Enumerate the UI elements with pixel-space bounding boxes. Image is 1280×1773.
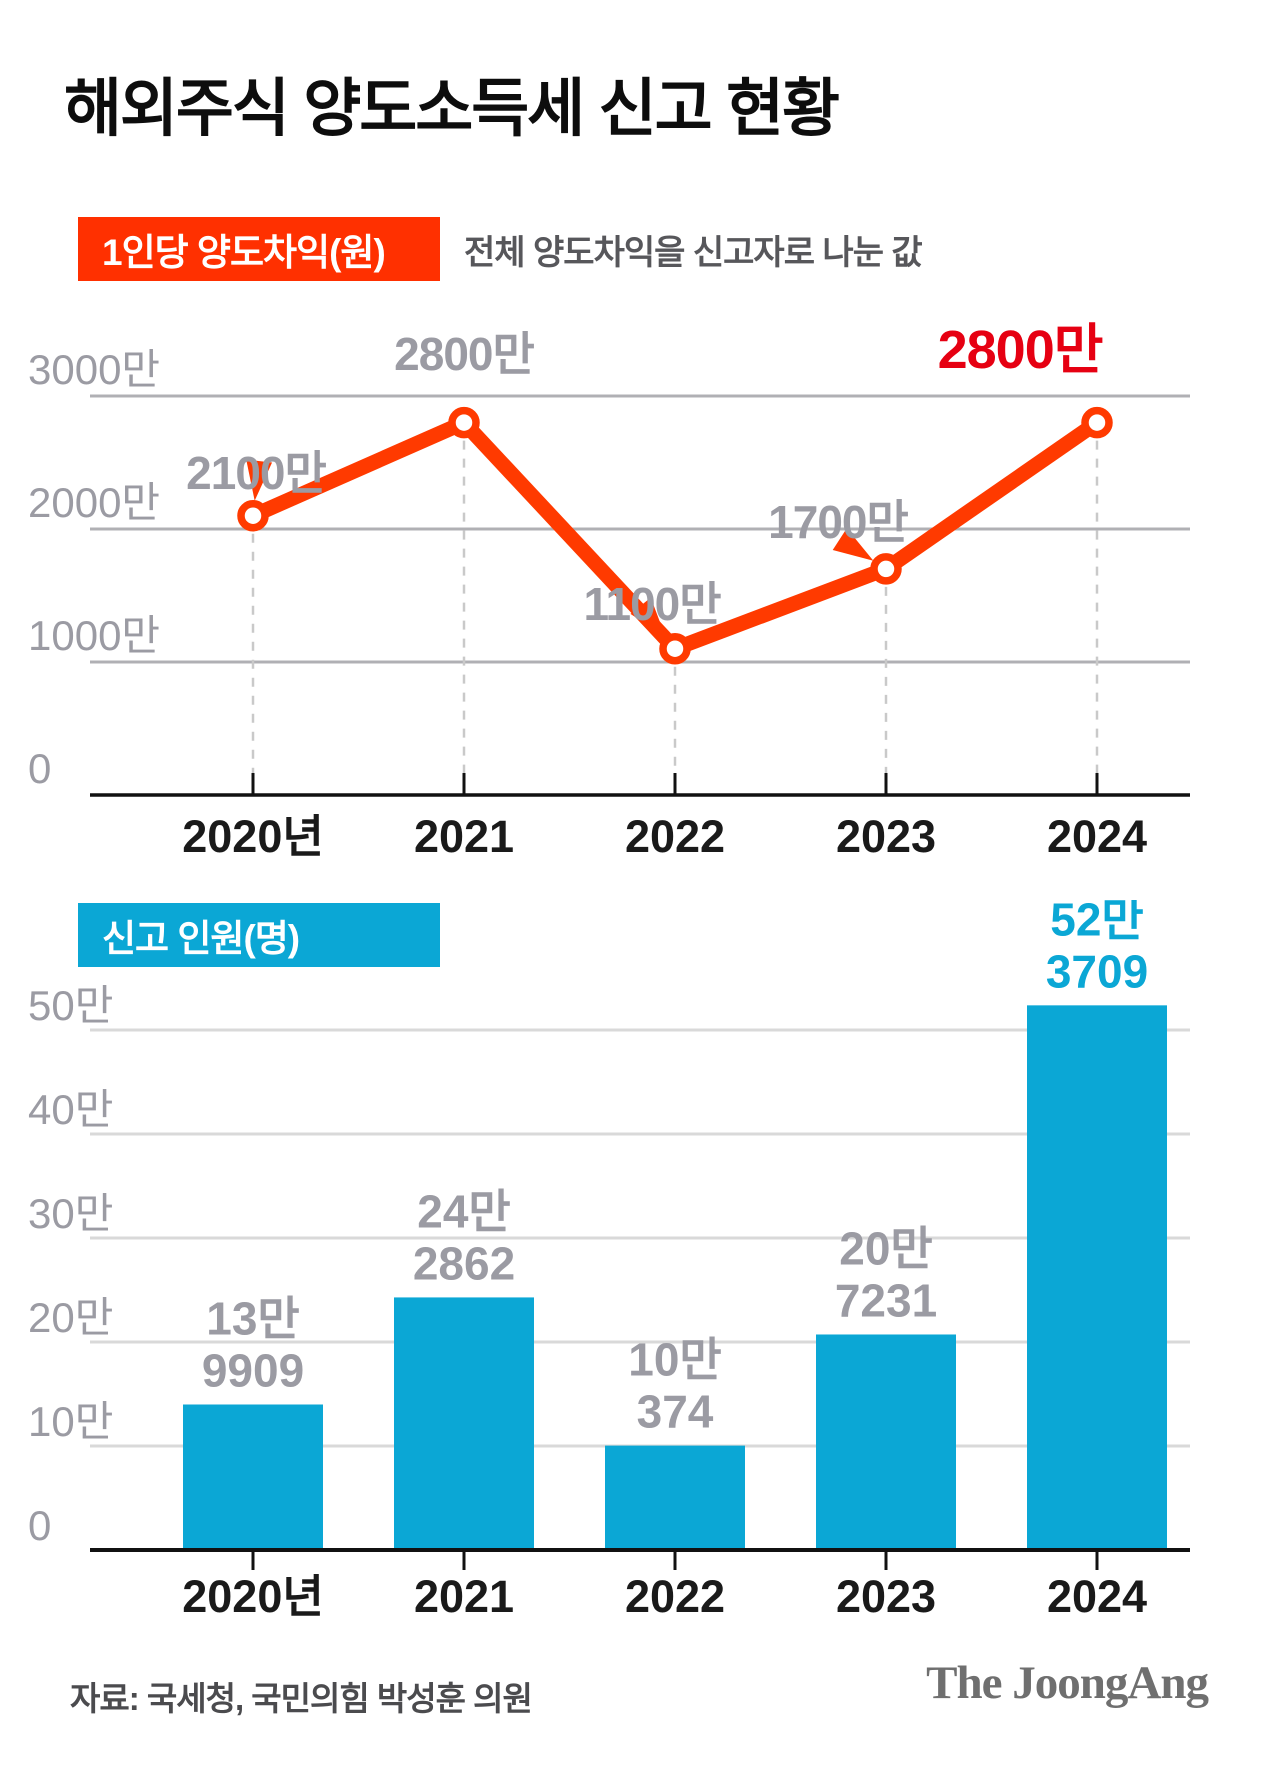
capital-gains-line-chart: 3000만 2000만 1000만 0 2020년 2021 2022 2023 2024 210… <box>28 320 1190 862</box>
bar <box>605 1445 745 1550</box>
x-tick-label: 2022 <box>625 1571 725 1622</box>
bar-chart-header: 신고 인원(명) <box>78 903 440 967</box>
bar <box>183 1404 323 1550</box>
x-tick-label: 2024 <box>1047 1571 1147 1622</box>
line-chart-subtitle: 전체 양도차익을 신고자로 나눈 값 <box>464 233 923 272</box>
bar-value-label-line1: 20만 <box>839 1222 933 1274</box>
point-value-label: 2800만 <box>394 328 534 380</box>
bar-chart-legend-badge: 신고 인원(명) <box>78 903 440 967</box>
line-segment <box>679 564 882 653</box>
y-tick-label: 40만 <box>28 1086 113 1133</box>
y-tick-label: 30만 <box>28 1190 113 1237</box>
y-tick-label: 2000만 <box>28 479 160 526</box>
data-point <box>870 553 902 585</box>
data-point <box>1081 406 1113 439</box>
bar-value-label-line1: 24만 <box>417 1185 511 1237</box>
line-chart-legend-badge: 1인당 양도차익(원) <box>78 217 440 281</box>
point-value-label: 1700만 <box>768 496 908 548</box>
y-tick-label: 50만 <box>28 982 113 1029</box>
x-tick-label: 2021 <box>414 811 514 862</box>
joongang-logo: The JoongAng <box>926 1657 1209 1709</box>
bar-value-label-line1: 52만 <box>1050 900 1144 945</box>
x-tick-label: 2023 <box>836 1571 936 1622</box>
point-arrow <box>246 459 273 501</box>
data-point <box>659 632 691 665</box>
x-tick-label: 2024 <box>1047 811 1147 862</box>
filers-bar-chart: 50만40만30만20만10만013만990924만286210만37420만7… <box>28 900 1190 1622</box>
bar-value-label-line1: 13만 <box>206 1292 300 1344</box>
y-tick-label: 10만 <box>28 1398 113 1445</box>
x-tick-label: 2020년 <box>182 1571 324 1622</box>
source-credit: 자료: 국세청, 국민의힘 박성훈 의원 <box>70 1680 533 1717</box>
x-tick-label: 2021 <box>414 1571 514 1622</box>
page-title: 해외주식 양도소득세 신고 현황 <box>64 74 840 144</box>
y-tick-label: 0 <box>28 745 51 792</box>
x-tick-label: 2023 <box>836 811 936 862</box>
y-tick-label: 1000만 <box>28 612 160 659</box>
x-tick-label: 2020년 <box>182 811 324 862</box>
line-segment <box>257 418 460 520</box>
x-tick-label: 2022 <box>625 811 725 862</box>
bar <box>394 1297 534 1550</box>
point-arrow <box>630 597 666 637</box>
line-segment <box>463 423 676 648</box>
point-value-label: 2800만 <box>938 320 1103 380</box>
bar <box>1027 1005 1167 1550</box>
bar <box>816 1334 956 1550</box>
data-point <box>237 499 269 532</box>
bar-value-label-line2: 3709 <box>1046 945 1148 997</box>
y-tick-label: 20만 <box>28 1294 113 1341</box>
point-value-label: 2100만 <box>186 447 326 499</box>
y-tick-label: 0 <box>28 1502 51 1549</box>
point-value-label: 1100만 <box>583 578 721 630</box>
bar-value-label-line2: 9909 <box>202 1344 304 1396</box>
bar-value-label-line2: 2862 <box>413 1237 515 1289</box>
y-tick-label: 3000만 <box>28 346 160 393</box>
bar-value-label-line2: 374 <box>637 1386 714 1438</box>
bar-value-label-line2: 7231 <box>835 1274 937 1326</box>
data-point <box>448 406 480 439</box>
line-chart-header: 1인당 양도차익(원) 전체 양도차익을 신고자로 나눈 값 <box>78 217 923 281</box>
point-arrow <box>832 528 874 561</box>
bar-value-label-line1: 10만 <box>628 1334 722 1386</box>
line-segment <box>888 420 1095 571</box>
